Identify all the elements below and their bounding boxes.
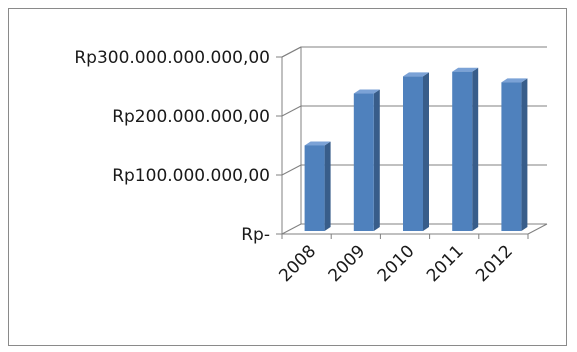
bar-side-face: [423, 72, 429, 231]
gridline-side: [281, 46, 302, 58]
bar-front-face: [403, 76, 423, 231]
floor-side-edge: [527, 223, 548, 235]
bar-2012: [501, 78, 528, 231]
x-tick-label: 2008: [275, 241, 320, 286]
bar-top-face: [353, 89, 380, 94]
bar-2009: [353, 89, 380, 231]
y-tick-label: Rp100.000.000,00: [112, 166, 270, 186]
bar-front-face: [501, 82, 522, 231]
bar-front-face: [304, 145, 325, 231]
x-tick-labels: 2008 2009 2010 2011 2012: [275, 234, 529, 286]
y-tick-label: Rp-: [241, 225, 270, 245]
gridline-side: [281, 105, 302, 117]
bar-top-face: [403, 72, 429, 77]
bar-side-face: [472, 67, 479, 231]
bar-side-face: [373, 89, 380, 231]
bar-top-face: [304, 141, 331, 146]
y-tick-label: Rp200.000.000,00: [112, 107, 270, 127]
bar-2010: [403, 72, 429, 231]
y-tick-labels: Rp- Rp100.000.000,00 Rp200.000.000,00 Rp300…: [74, 48, 270, 245]
x-tick-label: 2010: [374, 241, 419, 286]
bar-side-face: [521, 78, 528, 231]
bar-front-face: [452, 71, 473, 231]
bar-top-face: [452, 67, 479, 72]
bar-front-face: [353, 93, 374, 231]
gridline-side: [281, 223, 302, 235]
x-tick-label: 2009: [325, 241, 370, 286]
bar-2011: [452, 67, 479, 231]
bar-side-face: [324, 141, 331, 231]
gridline-side: [281, 164, 302, 176]
x-tick-label: 2011: [423, 241, 468, 286]
y-tick-label: Rp300.000.000.000,00: [74, 48, 270, 68]
bar-2008: [304, 141, 331, 231]
bar-top-face: [501, 78, 528, 83]
x-tick-label: 2012: [472, 241, 517, 286]
bars: [304, 67, 528, 231]
